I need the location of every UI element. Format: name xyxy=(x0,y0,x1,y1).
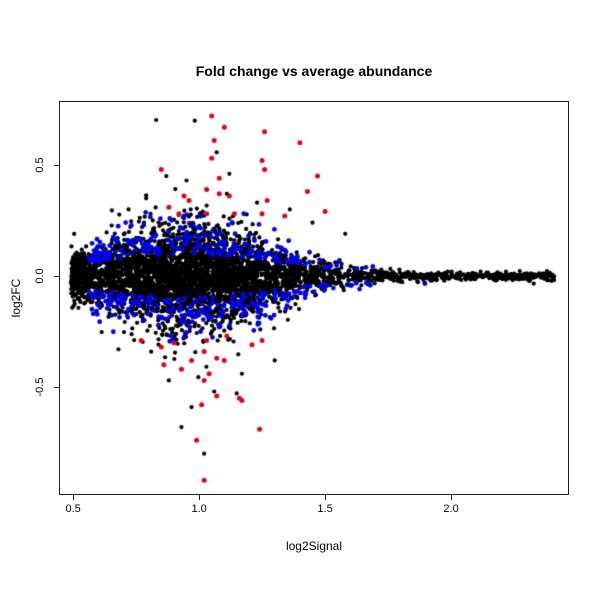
y-tick-mark xyxy=(54,276,59,277)
x-tick-mark xyxy=(451,495,453,500)
x-tick-mark xyxy=(199,495,201,500)
chart-title: Fold change vs average abundance xyxy=(195,63,433,79)
x-tick-label: 1.5 xyxy=(317,503,333,515)
x-tick-label: 1.0 xyxy=(191,503,207,515)
plot-area xyxy=(59,101,569,495)
scatter-canvas xyxy=(60,102,568,494)
y-tick-label: 0.0 xyxy=(34,268,46,284)
x-tick-mark xyxy=(325,495,327,500)
y-tick-label: 0.5 xyxy=(34,157,46,173)
x-axis-label: log2Signal xyxy=(285,539,343,553)
x-tick-label: 2.0 xyxy=(443,503,459,515)
y-tick-mark xyxy=(54,387,59,389)
x-tick-mark xyxy=(73,495,75,500)
y-tick-label: -0.5 xyxy=(34,377,46,397)
y-axis-label: log2FC xyxy=(9,278,23,318)
x-tick-label: 0.5 xyxy=(65,503,81,515)
y-tick-mark xyxy=(54,164,59,166)
